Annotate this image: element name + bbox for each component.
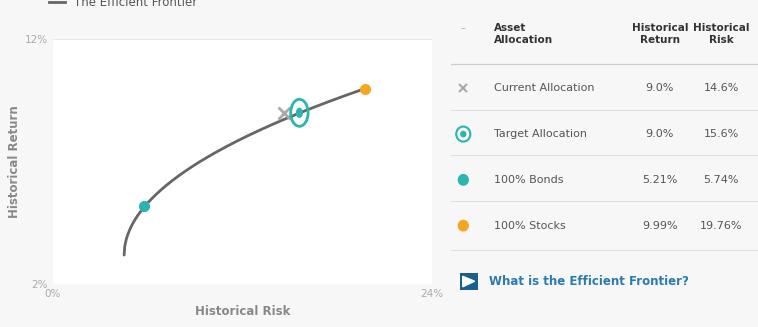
- Text: Historical
Return: Historical Return: [631, 23, 688, 45]
- Text: Target Allocation: Target Allocation: [494, 129, 587, 139]
- Circle shape: [461, 131, 465, 137]
- Text: Historical
Risk: Historical Risk: [693, 23, 750, 45]
- Circle shape: [296, 109, 302, 117]
- Text: What is the Efficient Frontier?: What is the Efficient Frontier?: [490, 275, 689, 288]
- FancyBboxPatch shape: [459, 273, 478, 290]
- Text: 19.76%: 19.76%: [700, 221, 742, 231]
- Text: 100% Stocks: 100% Stocks: [494, 221, 565, 231]
- Polygon shape: [462, 276, 475, 287]
- Text: Current Allocation: Current Allocation: [494, 83, 594, 93]
- Text: 5.74%: 5.74%: [703, 175, 739, 185]
- Text: Asset
Allocation: Asset Allocation: [494, 23, 553, 45]
- Circle shape: [459, 175, 468, 185]
- Y-axis label: Historical Return: Historical Return: [8, 106, 21, 218]
- Text: 5.21%: 5.21%: [642, 175, 678, 185]
- Text: 14.6%: 14.6%: [703, 83, 739, 93]
- Circle shape: [459, 220, 468, 231]
- X-axis label: Historical Risk: Historical Risk: [195, 305, 290, 318]
- Text: 15.6%: 15.6%: [703, 129, 739, 139]
- Text: 100% Bonds: 100% Bonds: [494, 175, 563, 185]
- Text: 9.0%: 9.0%: [646, 83, 674, 93]
- Text: 9.99%: 9.99%: [642, 221, 678, 231]
- Text: 9.0%: 9.0%: [646, 129, 674, 139]
- Legend: The Efficient Frontier: The Efficient Frontier: [44, 0, 202, 14]
- Text: –: –: [460, 23, 465, 33]
